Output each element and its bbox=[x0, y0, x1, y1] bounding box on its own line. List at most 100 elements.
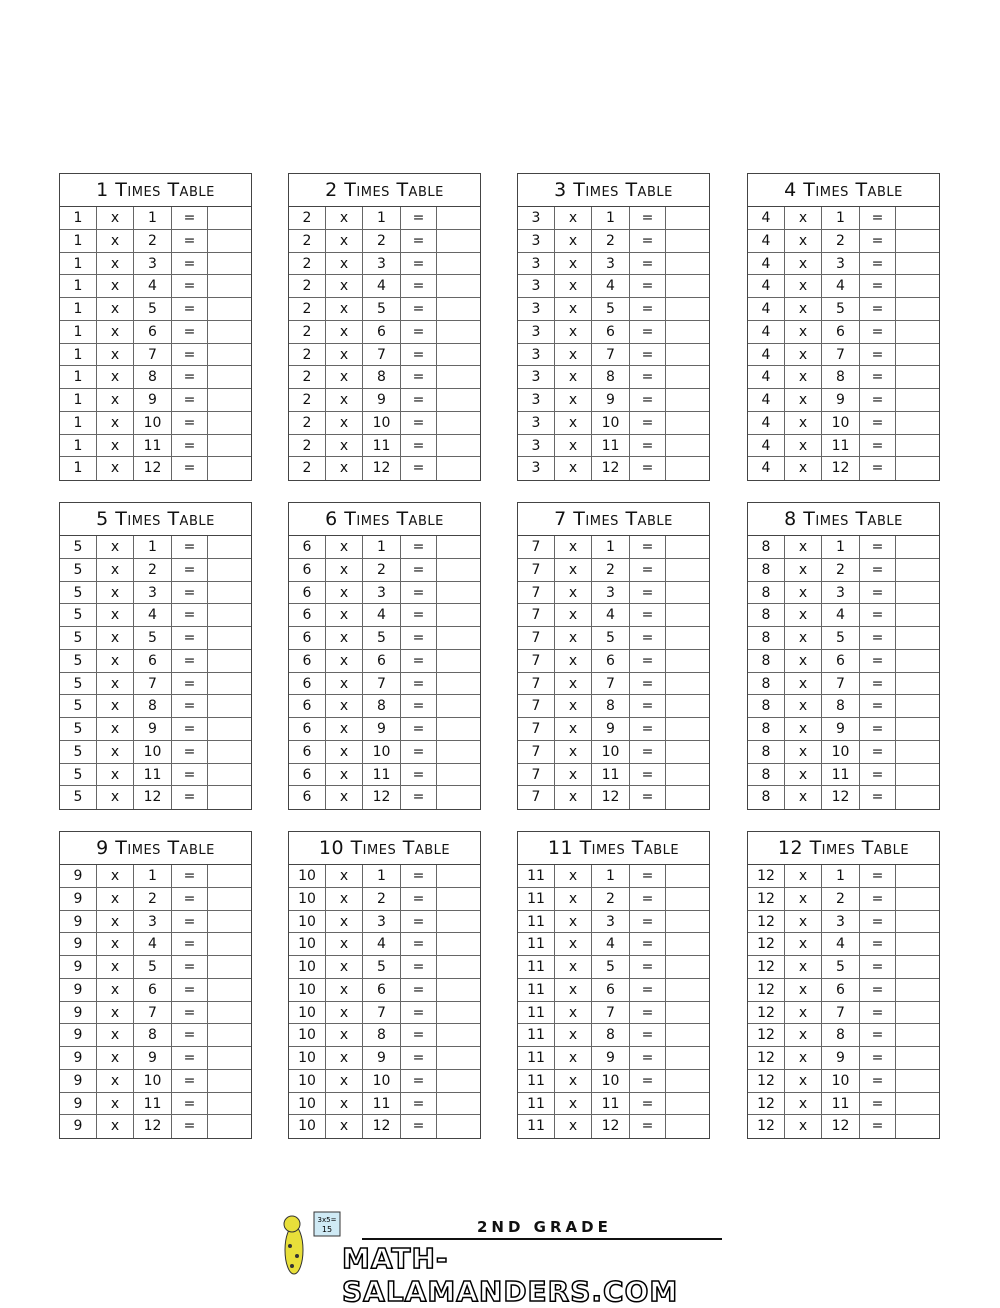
answer-box[interactable] bbox=[437, 718, 480, 740]
answer-box[interactable] bbox=[208, 911, 251, 933]
answer-box[interactable] bbox=[896, 559, 939, 581]
answer-box[interactable] bbox=[896, 741, 939, 763]
answer-box[interactable] bbox=[208, 457, 251, 480]
answer-box[interactable] bbox=[666, 1047, 709, 1069]
answer-box[interactable] bbox=[666, 695, 709, 717]
answer-box[interactable] bbox=[896, 1002, 939, 1024]
answer-box[interactable] bbox=[896, 627, 939, 649]
answer-box[interactable] bbox=[896, 207, 939, 229]
answer-box[interactable] bbox=[437, 604, 480, 626]
answer-box[interactable] bbox=[666, 911, 709, 933]
answer-box[interactable] bbox=[896, 435, 939, 457]
answer-box[interactable] bbox=[666, 457, 709, 480]
answer-box[interactable] bbox=[437, 582, 480, 604]
answer-box[interactable] bbox=[208, 888, 251, 910]
answer-box[interactable] bbox=[896, 230, 939, 252]
answer-box[interactable] bbox=[666, 207, 709, 229]
answer-box[interactable] bbox=[896, 1047, 939, 1069]
answer-box[interactable] bbox=[437, 1115, 480, 1138]
answer-box[interactable] bbox=[437, 650, 480, 672]
answer-box[interactable] bbox=[437, 298, 480, 320]
answer-box[interactable] bbox=[437, 911, 480, 933]
answer-box[interactable] bbox=[208, 275, 251, 297]
answer-box[interactable] bbox=[208, 786, 251, 809]
answer-box[interactable] bbox=[208, 604, 251, 626]
answer-box[interactable] bbox=[896, 911, 939, 933]
answer-box[interactable] bbox=[666, 650, 709, 672]
answer-box[interactable] bbox=[896, 389, 939, 411]
answer-box[interactable] bbox=[208, 933, 251, 955]
answer-box[interactable] bbox=[208, 718, 251, 740]
answer-box[interactable] bbox=[896, 275, 939, 297]
answer-box[interactable] bbox=[437, 389, 480, 411]
answer-box[interactable] bbox=[208, 366, 251, 388]
answer-box[interactable] bbox=[666, 366, 709, 388]
answer-box[interactable] bbox=[437, 1070, 480, 1092]
answer-box[interactable] bbox=[437, 536, 480, 558]
answer-box[interactable] bbox=[666, 786, 709, 809]
answer-box[interactable] bbox=[208, 253, 251, 275]
answer-box[interactable] bbox=[666, 536, 709, 558]
answer-box[interactable] bbox=[208, 1093, 251, 1115]
answer-box[interactable] bbox=[896, 764, 939, 786]
answer-box[interactable] bbox=[666, 979, 709, 1001]
answer-box[interactable] bbox=[666, 559, 709, 581]
answer-box[interactable] bbox=[896, 1115, 939, 1138]
answer-box[interactable] bbox=[208, 741, 251, 763]
answer-box[interactable] bbox=[896, 536, 939, 558]
answer-box[interactable] bbox=[666, 604, 709, 626]
answer-box[interactable] bbox=[208, 389, 251, 411]
answer-box[interactable] bbox=[666, 230, 709, 252]
answer-box[interactable] bbox=[666, 1024, 709, 1046]
answer-box[interactable] bbox=[437, 207, 480, 229]
answer-box[interactable] bbox=[208, 412, 251, 434]
answer-box[interactable] bbox=[437, 865, 480, 887]
answer-box[interactable] bbox=[666, 412, 709, 434]
answer-box[interactable] bbox=[666, 865, 709, 887]
answer-box[interactable] bbox=[208, 298, 251, 320]
answer-box[interactable] bbox=[437, 230, 480, 252]
answer-box[interactable] bbox=[896, 1093, 939, 1115]
answer-box[interactable] bbox=[208, 559, 251, 581]
answer-box[interactable] bbox=[896, 956, 939, 978]
answer-box[interactable] bbox=[208, 1024, 251, 1046]
answer-box[interactable] bbox=[437, 366, 480, 388]
answer-box[interactable] bbox=[208, 435, 251, 457]
answer-box[interactable] bbox=[208, 650, 251, 672]
answer-box[interactable] bbox=[437, 933, 480, 955]
answer-box[interactable] bbox=[666, 933, 709, 955]
answer-box[interactable] bbox=[437, 457, 480, 480]
answer-box[interactable] bbox=[666, 321, 709, 343]
answer-box[interactable] bbox=[437, 559, 480, 581]
answer-box[interactable] bbox=[437, 1047, 480, 1069]
answer-box[interactable] bbox=[208, 695, 251, 717]
answer-box[interactable] bbox=[208, 979, 251, 1001]
answer-box[interactable] bbox=[666, 298, 709, 320]
answer-box[interactable] bbox=[666, 1115, 709, 1138]
answer-box[interactable] bbox=[437, 627, 480, 649]
answer-box[interactable] bbox=[666, 253, 709, 275]
answer-box[interactable] bbox=[208, 1047, 251, 1069]
answer-box[interactable] bbox=[437, 956, 480, 978]
answer-box[interactable] bbox=[437, 673, 480, 695]
answer-box[interactable] bbox=[666, 344, 709, 366]
answer-box[interactable] bbox=[666, 888, 709, 910]
answer-box[interactable] bbox=[208, 865, 251, 887]
answer-box[interactable] bbox=[896, 673, 939, 695]
answer-box[interactable] bbox=[437, 786, 480, 809]
answer-box[interactable] bbox=[896, 366, 939, 388]
answer-box[interactable] bbox=[437, 1002, 480, 1024]
answer-box[interactable] bbox=[437, 764, 480, 786]
answer-box[interactable] bbox=[666, 275, 709, 297]
answer-box[interactable] bbox=[896, 1070, 939, 1092]
answer-box[interactable] bbox=[666, 435, 709, 457]
answer-box[interactable] bbox=[208, 344, 251, 366]
answer-box[interactable] bbox=[666, 1070, 709, 1092]
answer-box[interactable] bbox=[208, 764, 251, 786]
answer-box[interactable] bbox=[437, 888, 480, 910]
answer-box[interactable] bbox=[896, 933, 939, 955]
answer-box[interactable] bbox=[896, 344, 939, 366]
answer-box[interactable] bbox=[896, 786, 939, 809]
answer-box[interactable] bbox=[896, 412, 939, 434]
answer-box[interactable] bbox=[896, 1024, 939, 1046]
